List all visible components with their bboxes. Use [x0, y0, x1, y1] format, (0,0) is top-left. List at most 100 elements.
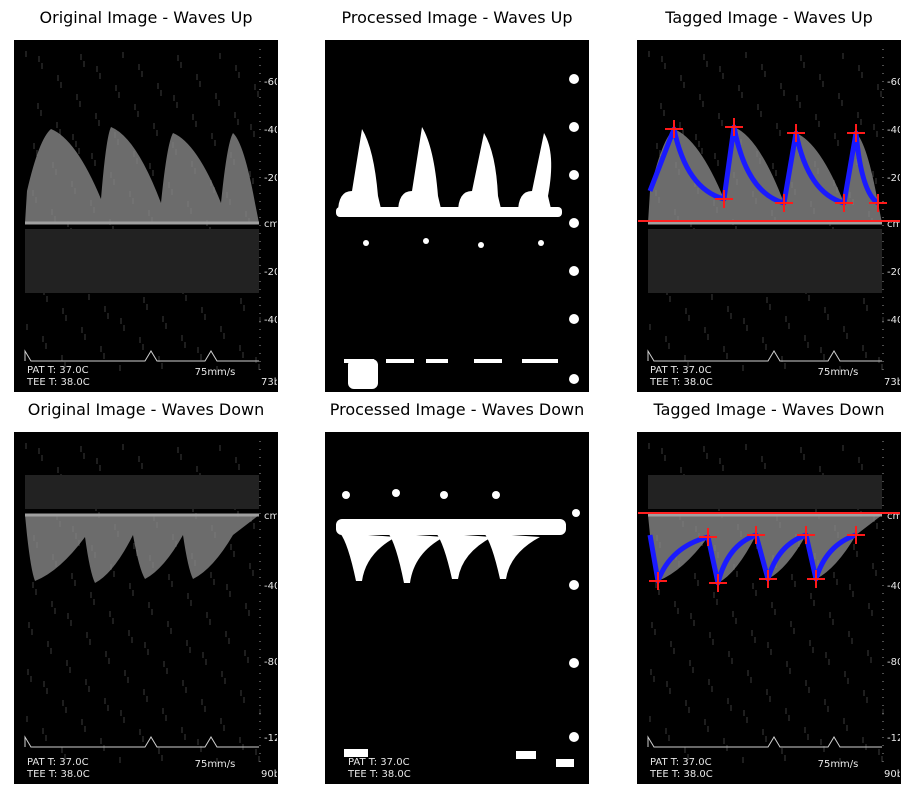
speckle-noise: [228, 638, 230, 644]
speckle-noise: [240, 690, 242, 696]
speckle-noise: [42, 728, 44, 734]
speckle-noise: [653, 676, 655, 682]
mask-fragment: [348, 359, 378, 389]
speckle-noise: [33, 143, 35, 149]
speckle-noise: [249, 171, 251, 177]
speckle-noise: [858, 457, 860, 463]
speckle-noise: [108, 658, 110, 664]
speckle-noise: [56, 122, 58, 128]
speckle-noise: [824, 307, 826, 313]
speckle-noise: [730, 705, 732, 711]
mask-region: [388, 533, 444, 583]
sweep-speed-label: 75mm/s: [818, 367, 859, 378]
doppler-waveform: [25, 127, 259, 223]
speckle-noise: [30, 676, 32, 682]
speckle-noise: [120, 710, 122, 716]
speckle-noise: [741, 92, 743, 98]
speckle-noise: [153, 123, 155, 129]
speckle-noise: [220, 326, 222, 332]
speckle-noise: [819, 74, 821, 80]
speckle-noise: [113, 571, 115, 577]
speckle-noise: [719, 66, 721, 72]
speckle-noise: [668, 735, 670, 741]
speckle-noise: [766, 297, 768, 303]
speckle-noise: [94, 160, 96, 166]
speckle-noise: [220, 718, 222, 724]
speckle-noise: [235, 65, 237, 71]
doppler-waveform: [648, 127, 882, 223]
speckle-noise: [213, 579, 215, 585]
speckle-noise: [26, 716, 28, 722]
speckle-noise: [843, 326, 845, 332]
speckle-noise: [747, 670, 749, 676]
speckle-noise: [745, 52, 747, 58]
speckle-noise: [719, 458, 721, 464]
speckle-noise: [718, 113, 720, 119]
speckle-noise: [746, 325, 748, 331]
speckle-noise: [757, 104, 759, 110]
speckle-noise: [760, 111, 762, 117]
speckle-noise: [74, 580, 76, 586]
speckle-noise: [876, 523, 878, 529]
speckle-noise: [682, 129, 684, 135]
speckle-noise: [141, 463, 143, 469]
speckle-noise: [717, 160, 719, 166]
mask-dot: [569, 170, 579, 180]
temperature-label: PAT T: 37.0C: [27, 757, 89, 768]
speckle-noise: [872, 563, 874, 569]
speckle-noise: [27, 669, 29, 675]
speckle-noise: [119, 757, 121, 763]
speckle-noise: [127, 677, 129, 683]
speckle-noise: [781, 356, 783, 362]
sweep-speed-label: 75mm/s: [818, 759, 859, 770]
speckle-noise: [51, 601, 53, 607]
speckle-noise: [762, 337, 764, 343]
speckle-noise: [701, 148, 703, 154]
scale-label: -60: [264, 77, 277, 88]
speckle-noise: [704, 719, 706, 725]
speckle-noise: [709, 632, 711, 638]
speckle-noise: [25, 51, 27, 57]
speckle-noise: [107, 705, 109, 711]
image-background: [326, 433, 588, 783]
panel-processed-up: Processed Image - Waves Up: [325, 8, 589, 392]
speckle-noise: [703, 446, 705, 452]
mask-fragment: [522, 359, 558, 363]
speckle-noise: [138, 456, 140, 462]
speckle-noise: [214, 140, 216, 146]
speckle-noise: [103, 745, 105, 751]
speckle-noise: [76, 94, 78, 100]
speckle-noise: [230, 544, 232, 550]
speckle-noise: [783, 90, 785, 96]
mask-region: [340, 533, 396, 581]
speckle-noise: [878, 749, 880, 755]
speckle-noise: [216, 758, 218, 764]
sweep-speed-label: 75mm/s: [195, 367, 236, 378]
speckle-noise: [165, 323, 167, 329]
speckle-noise: [47, 641, 49, 647]
scale-label: -80: [887, 657, 900, 668]
mask-dot: [440, 491, 448, 499]
speckle-noise: [698, 141, 700, 147]
speckle-noise: [197, 347, 199, 353]
speckle-noise: [26, 324, 28, 330]
mask-region: [518, 133, 552, 213]
scale-label: -60: [887, 77, 900, 88]
speckle-noise: [177, 447, 179, 453]
speckle-noise: [784, 755, 786, 761]
speckle-noise: [258, 364, 260, 370]
speckle-noise: [237, 119, 239, 125]
speckle-noise: [40, 110, 42, 116]
speckle-noise: [721, 120, 723, 126]
speckle-noise: [211, 133, 213, 139]
panel-tagged-down: Tagged Image - Waves Down cm/s -40 -80 -120…: [637, 400, 901, 784]
scale-label: -20: [264, 173, 277, 184]
speckle-noise: [684, 355, 686, 361]
speckle-noise: [182, 680, 184, 686]
speckle-noise: [45, 735, 47, 741]
speckle-noise: [664, 455, 666, 461]
speckle-noise: [54, 608, 56, 614]
speckle-noise: [870, 657, 872, 663]
speckle-noise: [871, 610, 873, 616]
